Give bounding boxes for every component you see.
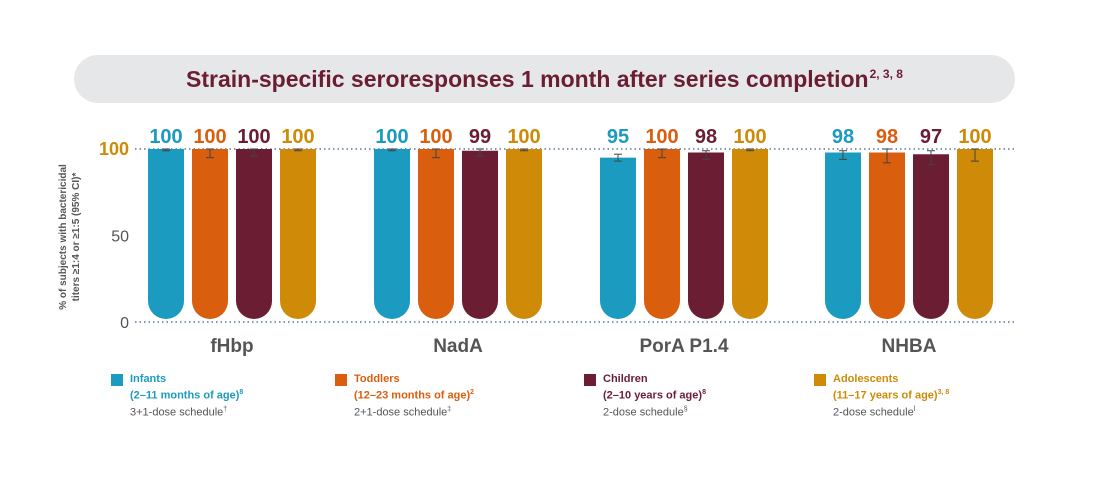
legend-age: (11–17 years of age)3, 8 [833, 389, 950, 402]
bar [280, 149, 316, 319]
chart-title-banner: Strain-specific seroresponses 1 month af… [74, 55, 1015, 103]
bar [600, 157, 636, 319]
legend-name: Toddlers [354, 373, 400, 385]
bar [148, 149, 184, 319]
legend-swatch [584, 374, 596, 386]
data-label: 97 [920, 126, 942, 148]
legend-age: (12–23 months of age)2 [354, 389, 475, 402]
legend-age: (2–11 months of age)8 [130, 389, 244, 402]
legend-item-toddlers: Toddlers (12–23 months of age)2 2+1-dose… [335, 372, 535, 419]
y-tick-label: 100 [99, 139, 129, 159]
data-label: 100 [193, 126, 226, 148]
x-tick-label: NHBA [882, 336, 937, 357]
legend-schedule: 2-dose schedule§ [603, 405, 688, 419]
data-label: 100 [281, 126, 314, 148]
data-label: 99 [469, 126, 491, 148]
legend-schedule: 2-dose scheduleǀ [833, 405, 916, 419]
bar [462, 150, 498, 319]
legend-name: Adolescents [833, 373, 899, 385]
data-label: 98 [876, 126, 898, 148]
data-label: 98 [832, 126, 854, 148]
data-label: 100 [733, 126, 766, 148]
bar [825, 152, 861, 319]
y-tick-label: 50 [111, 229, 129, 246]
bar [644, 149, 680, 319]
bar [913, 154, 949, 319]
legend-schedule: 2+1-dose schedule‡ [354, 405, 452, 419]
x-tick-label: PorA P1.4 [639, 336, 728, 357]
y-tick-label: 0 [120, 315, 129, 332]
data-label: 100 [507, 126, 540, 148]
legend-item-adolescents: Adolescents (11–17 years of age)3, 8 2-d… [814, 372, 1014, 419]
bar [732, 149, 768, 319]
legend-item-children: Children (2–10 years of age)8 2-dose sch… [584, 372, 784, 419]
data-label: 100 [645, 126, 678, 148]
legend-age: (2–10 years of age)8 [603, 389, 706, 402]
data-label: 100 [149, 126, 182, 148]
legend-item-infants: Infants (2–11 months of age)8 3+1-dose s… [111, 372, 311, 419]
data-label: 100 [958, 126, 991, 148]
x-tick-label: NadA [433, 336, 483, 357]
bar [506, 149, 542, 319]
legend-name: Infants [130, 373, 167, 385]
data-label: 95 [607, 126, 629, 148]
bar [236, 149, 272, 319]
legend-swatch [814, 374, 826, 386]
bar [688, 152, 724, 319]
bar [374, 149, 410, 319]
legend-name: Children [603, 373, 648, 385]
title-references: 2, 3, 8 [869, 66, 903, 81]
data-label: 100 [375, 126, 408, 148]
data-label: 98 [695, 126, 717, 148]
legend-swatch [111, 374, 123, 386]
bar [418, 149, 454, 319]
data-label: 100 [237, 126, 270, 148]
legend-schedule: 3+1-dose schedule† [130, 405, 228, 419]
bar [869, 152, 905, 319]
chart-title: Strain-specific seroresponses 1 month af… [186, 65, 903, 92]
x-tick-label: fHbp [210, 336, 253, 357]
legend-swatch [335, 374, 347, 386]
bar [957, 149, 993, 319]
data-label: 100 [419, 126, 452, 148]
bar [192, 149, 228, 319]
